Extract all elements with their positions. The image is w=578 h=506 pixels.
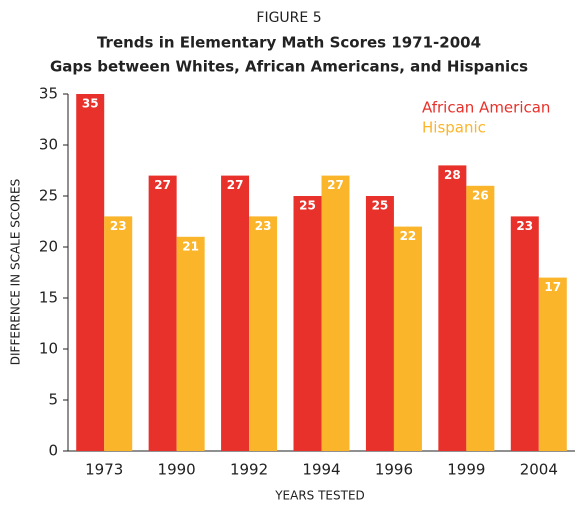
x-axis-label: YEARS TESTED [274,489,365,503]
bar [249,216,278,451]
y-axis-label: DIFFERENCE IN SCALE SCORES [9,179,23,365]
value-label: 23 [516,219,533,233]
x-tick-label: 1994 [302,461,340,479]
bar [293,196,322,451]
value-label: 27 [227,178,244,192]
bar [466,185,495,452]
y-tick-label: 25 [39,187,58,205]
x-tick-label: 1999 [447,461,485,479]
bar [148,175,177,451]
bar [221,175,250,451]
y-tick-label: 5 [48,391,58,409]
bar [76,94,105,451]
value-label: 35 [82,97,99,111]
legend-label: African American [422,99,550,117]
bar [321,175,350,451]
value-label: 23 [255,219,272,233]
x-tick-label: 1973 [85,461,123,479]
y-tick-label: 15 [39,289,58,307]
x-tick-label: 1990 [158,461,196,479]
y-tick-label: 0 [48,442,58,460]
value-label: 25 [372,199,389,213]
bar [393,226,422,451]
bar [510,216,539,451]
x-tick-label: 1992 [230,461,268,479]
bar [538,277,567,451]
bar [438,165,467,451]
value-label: 28 [444,168,461,182]
y-tick-label: 35 [39,85,58,103]
value-label: 22 [400,229,417,243]
value-label: 17 [544,280,561,294]
bar [104,216,133,451]
bar [365,196,394,451]
value-label: 23 [110,219,127,233]
y-tick-label: 10 [39,340,58,358]
x-tick-label: 2004 [520,461,558,479]
y-tick-label: 20 [39,238,58,256]
legend-label: Hispanic [422,119,486,137]
figure-label: FIGURE 5 [256,10,321,26]
value-label: 21 [182,239,199,253]
y-tick-label: 30 [39,136,58,154]
value-label: 25 [299,199,316,213]
bar [176,236,205,451]
chart-subtitle: Gaps between Whites, African Americans, … [50,58,528,76]
value-label: 27 [154,178,171,192]
value-label: 27 [327,178,344,192]
chart-title: Trends in Elementary Math Scores 1971-20… [97,34,481,52]
x-tick-label: 1996 [375,461,413,479]
value-label: 26 [472,188,489,202]
